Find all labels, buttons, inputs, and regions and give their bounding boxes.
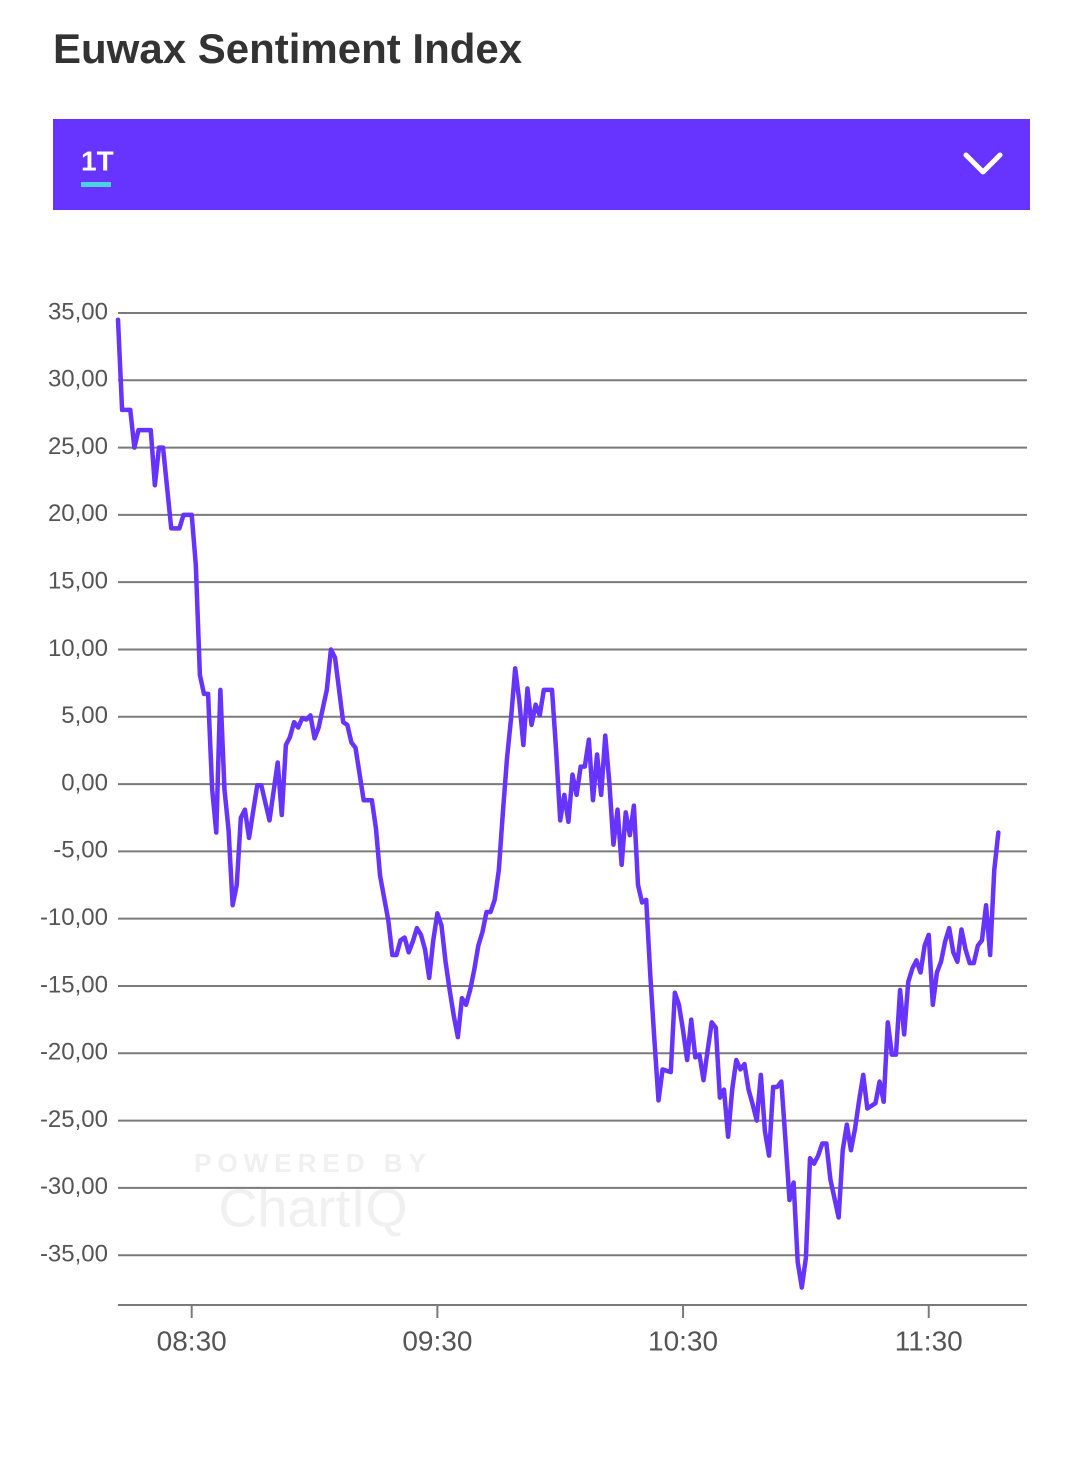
x-tick-label: 10:30: [648, 1325, 718, 1356]
y-tick-label: 15,00: [48, 568, 108, 595]
period-label[interactable]: 1T: [81, 145, 114, 176]
plot: [115, 317, 1001, 1290]
x-tick-label: 11:30: [895, 1325, 963, 1356]
x-tick-label: 09:30: [402, 1325, 472, 1356]
dropdown-chevron[interactable]: [963, 152, 1003, 175]
y-tick-label: 10,00: [48, 635, 108, 662]
y-tick-label: -10,00: [40, 904, 108, 931]
selector-bar[interactable]: [53, 119, 1030, 210]
x-tick-label: 08:30: [157, 1325, 227, 1356]
grid: [118, 311, 1027, 1257]
period-underline: [81, 182, 111, 187]
y-tick-label: 35,00: [48, 298, 108, 325]
y-tick-label: 20,00: [48, 500, 108, 527]
y-tick-label: -25,00: [40, 1106, 108, 1133]
y-tick-label: -15,00: [40, 971, 108, 998]
y-tick-label: -35,00: [40, 1241, 108, 1268]
y-tick-label: -5,00: [53, 837, 108, 864]
period-selector[interactable]: 1T: [53, 119, 1030, 210]
y-tick-label: -20,00: [40, 1039, 108, 1066]
y-tick-label: 5,00: [61, 702, 108, 729]
watermark-caption: POWERED BY: [194, 1148, 432, 1178]
y-tick-label: 0,00: [61, 769, 108, 796]
y-tick-label: 25,00: [48, 433, 108, 460]
y-tick-label: -30,00: [40, 1173, 108, 1200]
page-title: Euwax Sentiment Index: [53, 25, 523, 72]
sentiment-line: [115, 317, 1001, 1290]
axes: 35,00 30,00 25,00 20,00 15,00 10,00 5,00 0,00 -5…: [40, 298, 1027, 1356]
y-tick-label: 30,00: [48, 366, 108, 393]
